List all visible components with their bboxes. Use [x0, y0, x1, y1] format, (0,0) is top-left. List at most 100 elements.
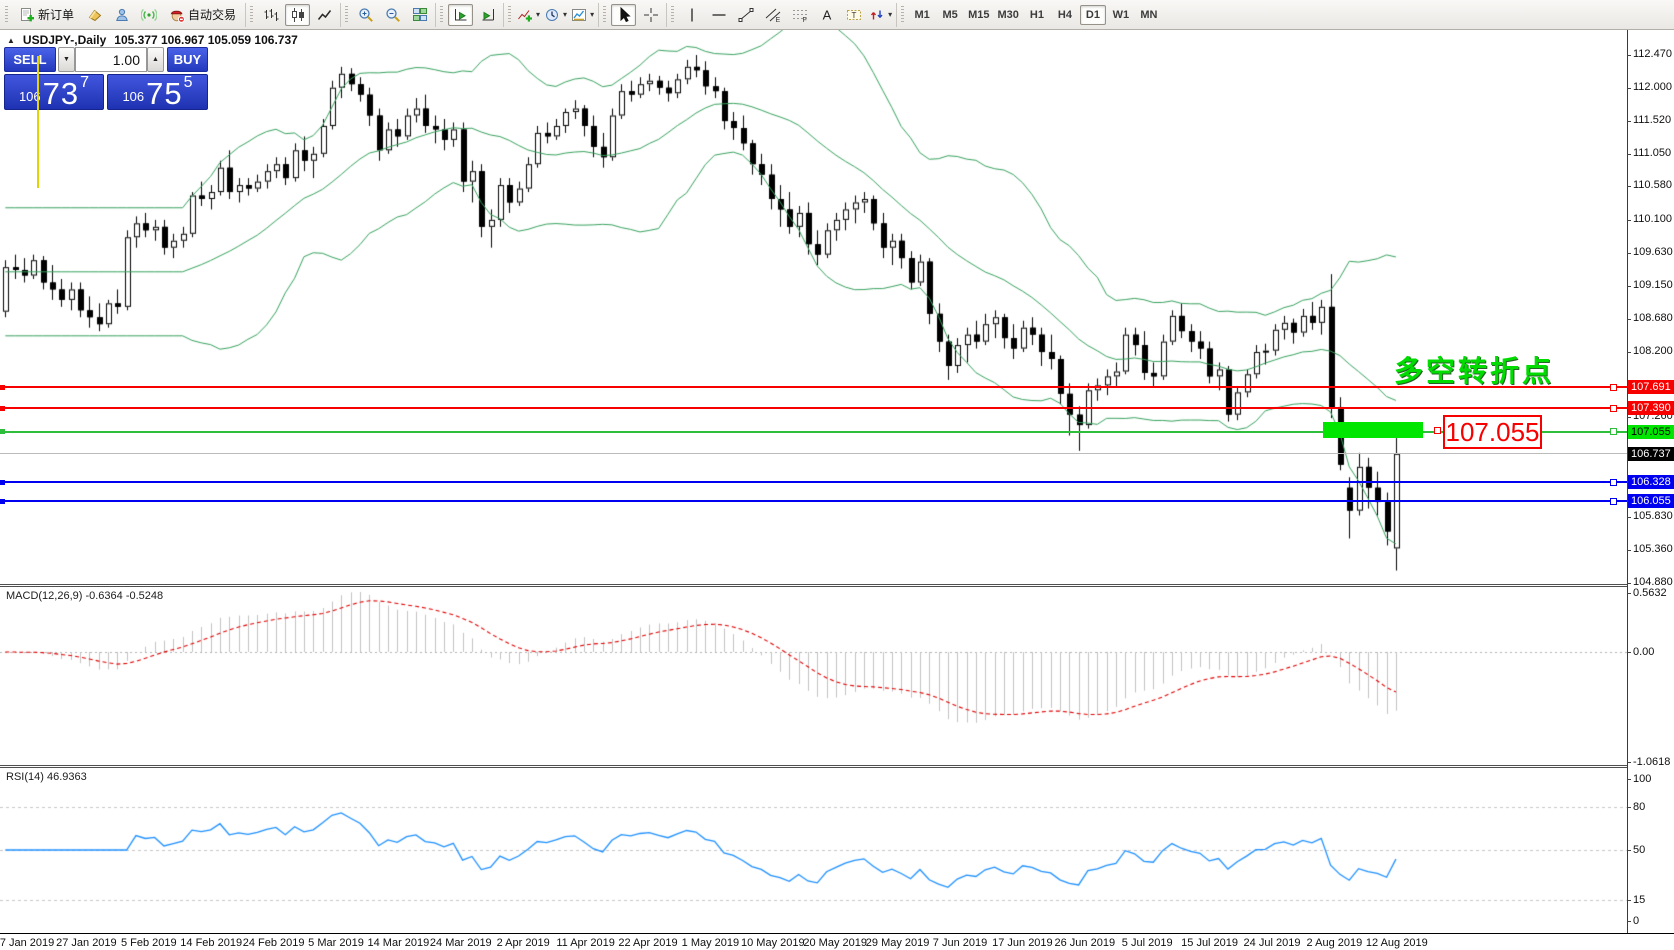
hline-icon — [711, 7, 727, 23]
support-line-blue-upper[interactable] — [0, 481, 1627, 484]
chart-profile-button[interactable] — [82, 4, 107, 26]
dropdown-arrow-icon[interactable]: ▾ — [563, 10, 568, 19]
toolbar-grip — [603, 5, 607, 24]
svg-text:A: A — [822, 7, 831, 22]
toolbar-separator — [245, 2, 247, 27]
price-tick-label: 108.200 — [1633, 345, 1673, 358]
resistance-line-upper[interactable] — [0, 386, 1627, 389]
support-line-green[interactable] — [0, 430, 1627, 433]
turning-point-annotation[interactable]: 多空转折点 — [1394, 356, 1555, 388]
buy-button[interactable]: BUY — [167, 47, 208, 72]
vertical-line-object[interactable] — [37, 56, 39, 188]
resistance-line-lower-right-anchor[interactable] — [1610, 404, 1617, 412]
indicators-button[interactable]: ▾ — [516, 4, 541, 26]
sell-price-display[interactable]: 106 73 7 — [4, 74, 104, 110]
date-tick-label: 17 Jan 2019 — [0, 937, 55, 949]
text-label-button[interactable]: T — [841, 4, 866, 26]
sell-price-pips: 73 — [42, 75, 80, 111]
timeframe-h1[interactable]: H1 — [1024, 5, 1050, 25]
support-line-blue-lower-right-anchor[interactable] — [1610, 497, 1617, 505]
periods-button[interactable]: ▾ — [543, 4, 568, 26]
dropdown-arrow-icon[interactable]: ▾ — [888, 10, 893, 19]
timeframe-d1[interactable]: D1 — [1079, 4, 1106, 25]
axis-tick — [1627, 153, 1631, 155]
dropdown-arrow-icon[interactable]: ▾ — [536, 10, 541, 19]
signals-button[interactable] — [136, 4, 161, 26]
panel-separator[interactable] — [0, 584, 1674, 585]
date-tick-label: 7 Jun 2019 — [932, 937, 988, 949]
crosshair-button[interactable] — [638, 4, 663, 26]
panel-separator — [0, 767, 1674, 768]
auto-trading-button[interactable]: 自动交易 — [163, 4, 242, 26]
price-axis[interactable]: 112.470 112.000 111.520 111.050 110.580 110.1… — [1627, 30, 1674, 933]
timeframe-h1-label: H1 — [1029, 8, 1044, 21]
support-line-green-right-anchor[interactable] — [1610, 428, 1617, 436]
volume-increase-button[interactable]: ▲ — [147, 47, 164, 72]
new-order-button-label: 新订单 — [38, 8, 75, 22]
market-watch-button[interactable] — [109, 4, 134, 26]
timeframe-mn[interactable]: MN — [1136, 5, 1162, 25]
candlestick-chart-button[interactable] — [285, 3, 311, 26]
timeframe-m30[interactable]: M30 — [995, 5, 1022, 25]
zoom-out-button[interactable] — [380, 4, 405, 26]
timeframe-m1[interactable]: M1 — [909, 5, 935, 25]
ohlc-values-label: 105.377 106.967 105.059 106.737 — [114, 33, 298, 47]
timeframe-m5[interactable]: M5 — [937, 5, 963, 25]
toolbar-grip — [5, 5, 8, 24]
toolbar-separator — [666, 2, 668, 27]
panel-separator[interactable] — [0, 765, 1674, 766]
timeframe-h4[interactable]: H4 — [1052, 5, 1078, 25]
date-tick-label: 2 Apr 2019 — [496, 937, 550, 949]
buy-price-point: 5 — [183, 74, 193, 91]
price-axis-border — [1627, 30, 1628, 933]
zoom-in-button[interactable] — [353, 4, 378, 26]
price-tick-label: 109.150 — [1633, 278, 1673, 291]
volume-decrease-button[interactable]: ▼ — [58, 47, 75, 72]
volume-input[interactable]: 1.00 — [75, 47, 147, 72]
date-tick-label: 24 Jul 2019 — [1243, 937, 1301, 949]
date-tick-label: 26 Jun 2019 — [1054, 937, 1116, 949]
text-button[interactable]: A — [814, 4, 839, 26]
tile-windows-button[interactable] — [407, 4, 432, 26]
horizontal-line-button[interactable] — [706, 4, 731, 26]
timeframe-m5-label: M5 — [942, 8, 958, 21]
text-a-icon: A — [819, 7, 835, 23]
price-tag: 107.055 — [1628, 424, 1674, 439]
collapse-panel-triangle-icon[interactable]: ▲ — [7, 35, 15, 45]
date-tick-label: 24 Mar 2019 — [429, 937, 492, 949]
chart-shift-button[interactable] — [475, 4, 500, 26]
date-tick-label: 22 Apr 2019 — [618, 937, 678, 949]
buy-price-display[interactable]: 106 75 5 — [107, 74, 208, 110]
support-line-blue-lower[interactable] — [0, 500, 1627, 503]
axis-tick — [1627, 850, 1631, 851]
fibonacci-button[interactable]: F — [787, 4, 812, 26]
vertical-line-button[interactable] — [679, 4, 704, 26]
line-chart-button[interactable] — [312, 4, 337, 26]
price-tick-label: 112.000 — [1633, 80, 1672, 93]
price-callout-label[interactable]: 107.055 — [1443, 415, 1542, 449]
dropdown-arrow-icon[interactable]: ▾ — [590, 10, 595, 19]
auto-scroll-button[interactable] — [448, 3, 474, 26]
support-line-blue-upper-right-anchor[interactable] — [1610, 478, 1617, 486]
template-icon — [571, 7, 587, 23]
arrows-button[interactable]: ▾ — [868, 4, 893, 26]
new-order-button[interactable]: 新订单 — [13, 4, 80, 26]
timeframe-h4-label: H4 — [1057, 8, 1072, 21]
bar-chart-button[interactable] — [258, 4, 283, 26]
support-zone-rectangle[interactable] — [1323, 422, 1423, 438]
resistance-line-lower[interactable] — [0, 407, 1627, 410]
toolbar-grip — [901, 5, 905, 24]
cursor-button[interactable] — [611, 3, 637, 26]
resistance-line-upper-right-anchor[interactable] — [1610, 383, 1617, 391]
equidistant-channel-button[interactable]: E — [760, 4, 785, 26]
trendline-button[interactable] — [733, 4, 758, 26]
timeframe-m15[interactable]: M15 — [965, 5, 992, 25]
date-tick-label: 12 Aug 2019 — [1365, 937, 1428, 949]
timeframe-w1-label: W1 — [1112, 8, 1130, 21]
price-tag: 107.390 — [1628, 401, 1674, 416]
timeframe-w1[interactable]: W1 — [1108, 5, 1134, 25]
sell-button[interactable]: SELL — [4, 47, 56, 72]
templates-button[interactable]: ▾ — [570, 4, 595, 26]
